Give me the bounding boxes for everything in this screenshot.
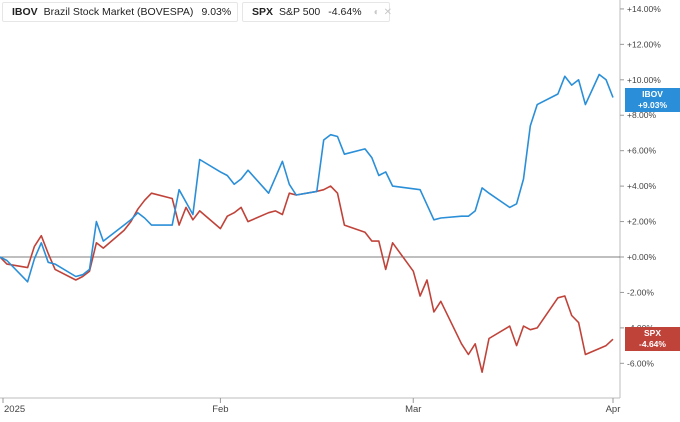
- y-tick-label: +0.00%: [627, 252, 657, 262]
- series-line-ibov: [0, 73, 614, 283]
- close-icon[interactable]: ✕: [383, 6, 392, 18]
- x-tick-label: 2025: [4, 404, 25, 415]
- x-axis: 2025 Feb Mar Apr: [0, 397, 621, 415]
- y-tick-label: +2.00%: [627, 217, 657, 227]
- legend-item-ibov[interactable]: IBOV Brazil Stock Market (BOVESPA) 9.03%…: [2, 2, 262, 22]
- y-tick-label: +12.00%: [627, 39, 661, 49]
- badge-symbol: SPX: [643, 328, 661, 339]
- badge-value: +9.03%: [637, 99, 668, 110]
- ibov-last-value-badge: IBOV +9.03%: [625, 87, 680, 112]
- badge-value: -4.64%: [639, 339, 666, 350]
- legend-item-spx[interactable]: SPX S&P 500 -4.64% ◐ ✕: [242, 2, 392, 22]
- series-line-spx: [0, 185, 614, 373]
- y-axis: +14.00% +12.00% +10.00% +8.00% +6.00% +4.00% +…: [0, 0, 661, 398]
- y-tick-label: +10.00%: [627, 75, 661, 85]
- legend-symbol: SPX: [252, 6, 274, 18]
- x-tick-label: Mar: [405, 404, 421, 415]
- spx-last-value-badge: SPX -4.64%: [625, 327, 680, 352]
- y-tick-label: +4.00%: [627, 181, 657, 191]
- legend-change: 9.03%: [201, 6, 232, 18]
- legend-change: -4.64%: [328, 6, 362, 18]
- y-tick-label: -6.00%: [627, 358, 654, 368]
- hide-icon[interactable]: ◐: [373, 6, 380, 18]
- legend-name: Brazil Stock Market (BOVESPA): [43, 6, 194, 18]
- legend-symbol: IBOV: [12, 6, 38, 18]
- x-tick-label: Feb: [212, 404, 228, 415]
- x-tick-label: Apr: [606, 404, 621, 415]
- y-tick-label: +14.00%: [627, 4, 661, 14]
- legend-name: S&P 500: [279, 6, 321, 18]
- y-tick-label: +6.00%: [627, 146, 657, 156]
- series-layer: [0, 73, 614, 373]
- y-tick-label: +8.00%: [627, 110, 657, 120]
- badge-symbol: IBOV: [642, 88, 663, 99]
- y-tick-label: -2.00%: [627, 287, 654, 297]
